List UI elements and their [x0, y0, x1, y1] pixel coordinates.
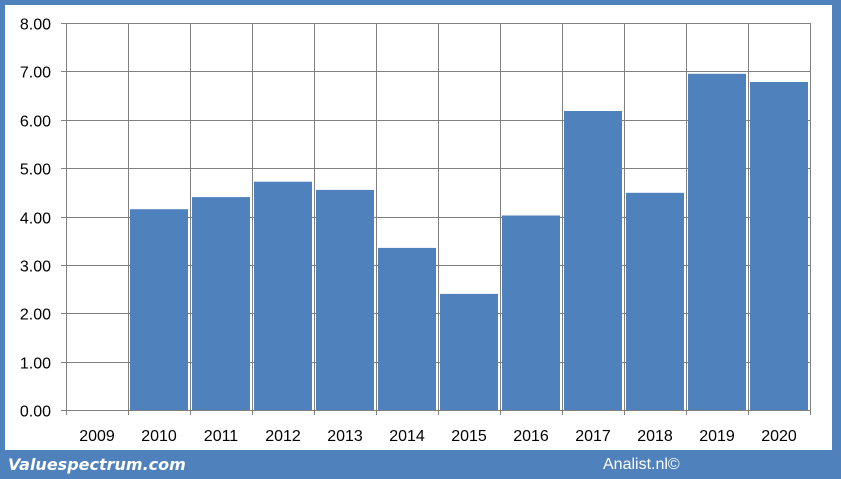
- bar-2013: [316, 189, 374, 410]
- y-tick-label: 7.00: [20, 65, 51, 82]
- y-tick-label: 0.00: [20, 404, 51, 421]
- x-tick-label: 2009: [79, 428, 115, 445]
- x-tick-label: 2010: [141, 428, 177, 445]
- bar-2012: [254, 181, 312, 410]
- x-tick-label: 2012: [265, 428, 301, 445]
- x-tick-label: 2020: [761, 428, 797, 445]
- axes: [61, 23, 810, 411]
- bar-2014: [378, 247, 436, 410]
- y-tick-label: 6.00: [20, 114, 51, 131]
- x-tick-label: 2016: [513, 428, 549, 445]
- y-tick-label: 1.00: [20, 356, 51, 373]
- bars: [130, 73, 808, 411]
- brand-label: Valuespectrum.com: [8, 455, 186, 474]
- y-tick-label: 4.00: [20, 211, 51, 228]
- x-tick-label: 2013: [327, 428, 363, 445]
- x-tick-labels: 2009 2010 2011 2012 2013 2014 2015 2016 2017 2018…: [79, 428, 797, 445]
- bar-2011: [192, 197, 250, 410]
- bar-2017: [564, 111, 622, 410]
- bar-2020: [750, 82, 808, 410]
- bar-2018: [626, 192, 684, 410]
- y-tick-label: 3.00: [20, 259, 51, 276]
- y-tick-label: 5.00: [20, 162, 51, 179]
- y-tick-labels: 0.00 1.00 2.00 3.00 4.00 5.00 6.00 7.00 8.00: [20, 17, 51, 421]
- bar-2015: [440, 293, 498, 410]
- y-tick-label: 8.00: [20, 17, 51, 34]
- bar-2010: [130, 209, 188, 410]
- x-tick-label: 2019: [699, 428, 735, 445]
- x-tick-label: 2014: [389, 428, 425, 445]
- x-tick-label: 2015: [451, 428, 487, 445]
- gridlines: [66, 23, 811, 415]
- y-tick-label: 2.00: [20, 307, 51, 324]
- credit-label: Analist.nl©: [603, 456, 680, 473]
- bar-2019: [688, 73, 746, 411]
- bar-2016: [502, 215, 560, 410]
- x-tick-label: 2011: [204, 428, 239, 445]
- x-tick-label: 2018: [637, 428, 673, 445]
- x-tick-label: 2017: [575, 428, 611, 445]
